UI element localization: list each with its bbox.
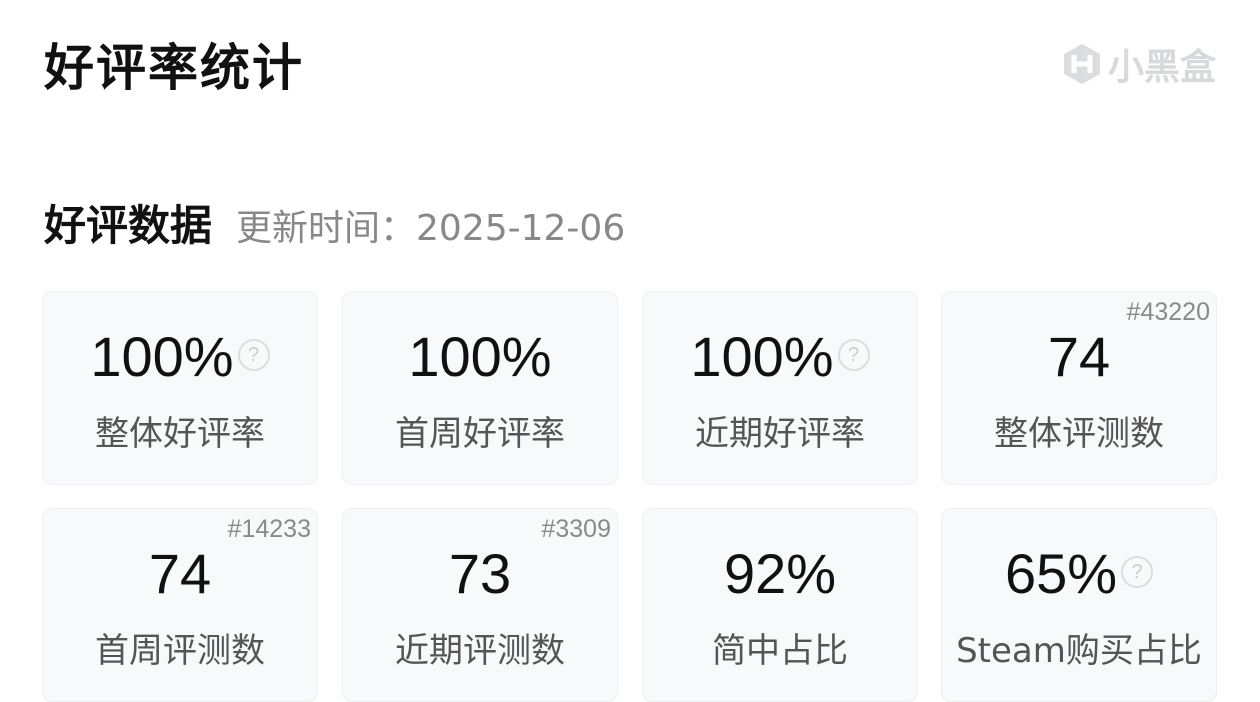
stat-label: 简中占比 — [712, 631, 848, 671]
stat-number: 100% — [90, 325, 234, 388]
section-header: 好评数据 更新时间：2025-12-06 — [44, 192, 625, 253]
update-time: 更新时间：2025-12-06 — [236, 208, 626, 249]
page-title: 好评率统计 — [44, 39, 304, 97]
stat-value: 65%? — [942, 541, 1216, 606]
stat-number: 74 — [1047, 325, 1111, 388]
stat-card: 92% 简中占比 — [642, 508, 918, 702]
stat-value: 100%? — [643, 324, 917, 389]
stat-number: 65% — [1004, 542, 1118, 605]
stat-number: 100% — [690, 325, 834, 388]
help-icon[interactable]: ? — [837, 339, 870, 372]
stat-value: 92% — [643, 541, 917, 606]
stat-number: 100% — [408, 325, 552, 388]
stat-card: 74 整体评测数 #43220 — [941, 291, 1217, 485]
stat-value: 74 — [43, 541, 317, 606]
help-icon[interactable]: ? — [237, 339, 270, 372]
stat-number: 73 — [448, 542, 512, 605]
stat-value: 73 — [343, 541, 617, 606]
stat-label: 近期评测数 — [395, 631, 565, 671]
stat-card: 65%? Steam购买占比 — [941, 508, 1217, 702]
stat-label: Steam购买占比 — [956, 631, 1202, 671]
stat-label: 整体好评率 — [95, 414, 265, 454]
stat-card: 100%? 近期好评率 — [642, 291, 918, 485]
rank-badge: #3309 — [541, 515, 611, 543]
stat-label: 首周好评率 — [395, 414, 565, 454]
stat-card: 100% 首周好评率 — [342, 291, 618, 485]
stat-card: 100%? 整体好评率 — [42, 291, 318, 485]
help-icon[interactable]: ? — [1121, 556, 1154, 589]
stat-value: 100%? — [43, 324, 317, 389]
logo-text: 小黑盒 — [1108, 47, 1217, 88]
section-heading: 好评数据 — [44, 201, 213, 250]
rank-badge: #43220 — [1126, 298, 1210, 326]
stat-card: 74 首周评测数 #14233 — [42, 508, 318, 702]
xiaoheihe-logo: 小黑盒 — [1062, 38, 1216, 90]
stat-label: 近期好评率 — [695, 414, 865, 454]
stat-card: 73 近期评测数 #3309 — [342, 508, 618, 702]
stat-number: 92% — [723, 542, 837, 605]
logo-icon — [1064, 44, 1100, 84]
stat-value: 74 — [942, 324, 1216, 389]
stat-label: 首周评测数 — [95, 631, 265, 671]
stat-label: 整体评测数 — [994, 414, 1164, 454]
stat-value: 100% — [343, 324, 617, 389]
stat-number: 74 — [148, 542, 212, 605]
rank-badge: #14233 — [227, 515, 311, 543]
